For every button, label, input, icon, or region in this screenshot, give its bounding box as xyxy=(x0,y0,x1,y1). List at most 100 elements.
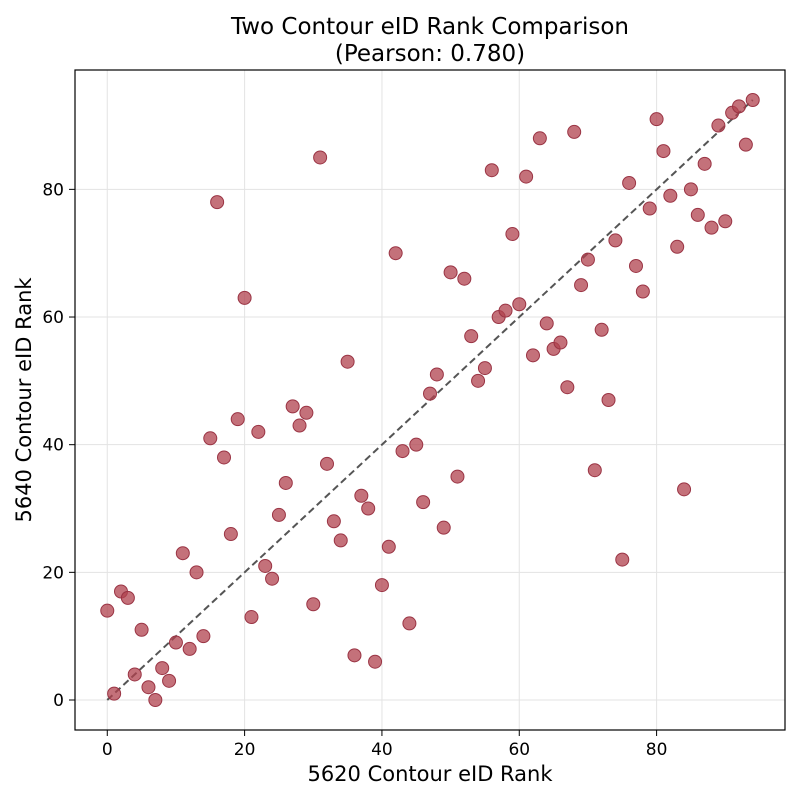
data-point xyxy=(519,169,534,184)
data-point xyxy=(409,437,424,452)
data-point xyxy=(292,418,307,433)
data-point xyxy=(711,118,726,133)
data-point xyxy=(656,144,671,159)
data-point xyxy=(402,616,417,631)
data-point xyxy=(580,252,595,267)
data-point xyxy=(574,278,589,293)
data-point xyxy=(484,163,499,178)
data-point xyxy=(436,520,451,535)
data-point xyxy=(423,386,437,401)
y-tick-label: 60 xyxy=(42,308,64,328)
data-point xyxy=(347,648,362,663)
data-point xyxy=(622,175,637,190)
data-point xyxy=(601,393,616,407)
chart-subtitle: (Pearson: 0.780) xyxy=(335,41,525,67)
data-point xyxy=(340,354,355,369)
data-point xyxy=(649,112,664,127)
data-point xyxy=(381,539,396,554)
data-point xyxy=(663,188,678,203)
x-tick-label: 80 xyxy=(646,740,668,760)
data-point xyxy=(326,514,341,529)
data-point xyxy=(196,629,211,644)
data-point xyxy=(223,527,238,542)
data-point xyxy=(704,220,719,235)
data-point xyxy=(361,501,376,516)
data-point xyxy=(738,137,753,152)
data-point xyxy=(306,597,321,612)
y-tick-label: 40 xyxy=(42,436,64,456)
data-point xyxy=(155,661,170,676)
data-point xyxy=(388,246,403,261)
data-point xyxy=(628,258,643,273)
data-points xyxy=(100,93,760,707)
y-axis-label: 5640 Contour eID Rank xyxy=(12,277,36,523)
y-tick-label: 20 xyxy=(42,563,64,583)
data-point xyxy=(642,201,657,216)
data-point xyxy=(299,405,314,420)
data-point xyxy=(175,546,190,561)
data-point xyxy=(251,424,266,439)
data-point xyxy=(354,488,369,503)
data-point xyxy=(443,265,458,280)
data-point xyxy=(374,578,389,593)
data-point xyxy=(464,329,479,344)
data-point xyxy=(278,475,293,490)
plot-frame xyxy=(74,69,786,731)
x-tick-label: 60 xyxy=(508,740,530,760)
data-point xyxy=(100,603,115,618)
chart-title: Two Contour eID Rank Comparison xyxy=(230,14,629,40)
data-point xyxy=(333,533,348,548)
data-point xyxy=(450,469,465,484)
data-point xyxy=(594,322,609,337)
data-point xyxy=(237,290,252,305)
data-point xyxy=(677,482,692,497)
y-tick-label: 0 xyxy=(53,691,64,711)
data-point xyxy=(258,558,273,573)
data-point xyxy=(265,571,280,586)
data-point xyxy=(635,284,650,299)
data-point xyxy=(271,507,286,522)
data-point xyxy=(368,654,383,669)
data-point xyxy=(320,456,335,471)
data-point xyxy=(120,590,135,605)
data-point xyxy=(168,635,183,650)
x-axis-ticks: 0 20 40 60 80 xyxy=(102,730,668,760)
data-point xyxy=(615,552,630,567)
data-point xyxy=(683,182,698,197)
data-point xyxy=(416,495,431,510)
data-point xyxy=(429,367,444,382)
data-point xyxy=(512,297,527,312)
data-point xyxy=(697,156,712,171)
data-point xyxy=(539,316,554,331)
data-point xyxy=(285,399,300,414)
data-point xyxy=(148,693,163,707)
data-point xyxy=(670,239,685,254)
data-point xyxy=(203,431,218,446)
data-point xyxy=(182,641,197,656)
data-point xyxy=(457,271,472,286)
data-point xyxy=(313,150,328,165)
y-axis-ticks: 0 20 40 60 80 xyxy=(42,180,75,711)
data-point xyxy=(107,686,122,701)
data-point xyxy=(560,380,575,395)
data-point xyxy=(498,303,513,318)
data-point xyxy=(127,667,142,682)
x-tick-label: 20 xyxy=(234,740,256,760)
data-point xyxy=(217,450,232,465)
data-point xyxy=(189,565,204,580)
data-point xyxy=(141,680,156,695)
data-point xyxy=(532,131,547,146)
data-point xyxy=(162,673,177,688)
y-tick-label: 80 xyxy=(42,180,64,200)
x-tick-label: 0 xyxy=(102,740,113,760)
data-point xyxy=(587,463,602,478)
data-point xyxy=(745,93,760,107)
x-axis-label: 5620 Contour eID Rank xyxy=(307,762,553,786)
data-point xyxy=(567,124,582,139)
data-point xyxy=(505,227,520,242)
data-point xyxy=(690,207,705,222)
data-point xyxy=(718,214,733,229)
data-point xyxy=(230,412,245,427)
data-point xyxy=(553,335,568,350)
